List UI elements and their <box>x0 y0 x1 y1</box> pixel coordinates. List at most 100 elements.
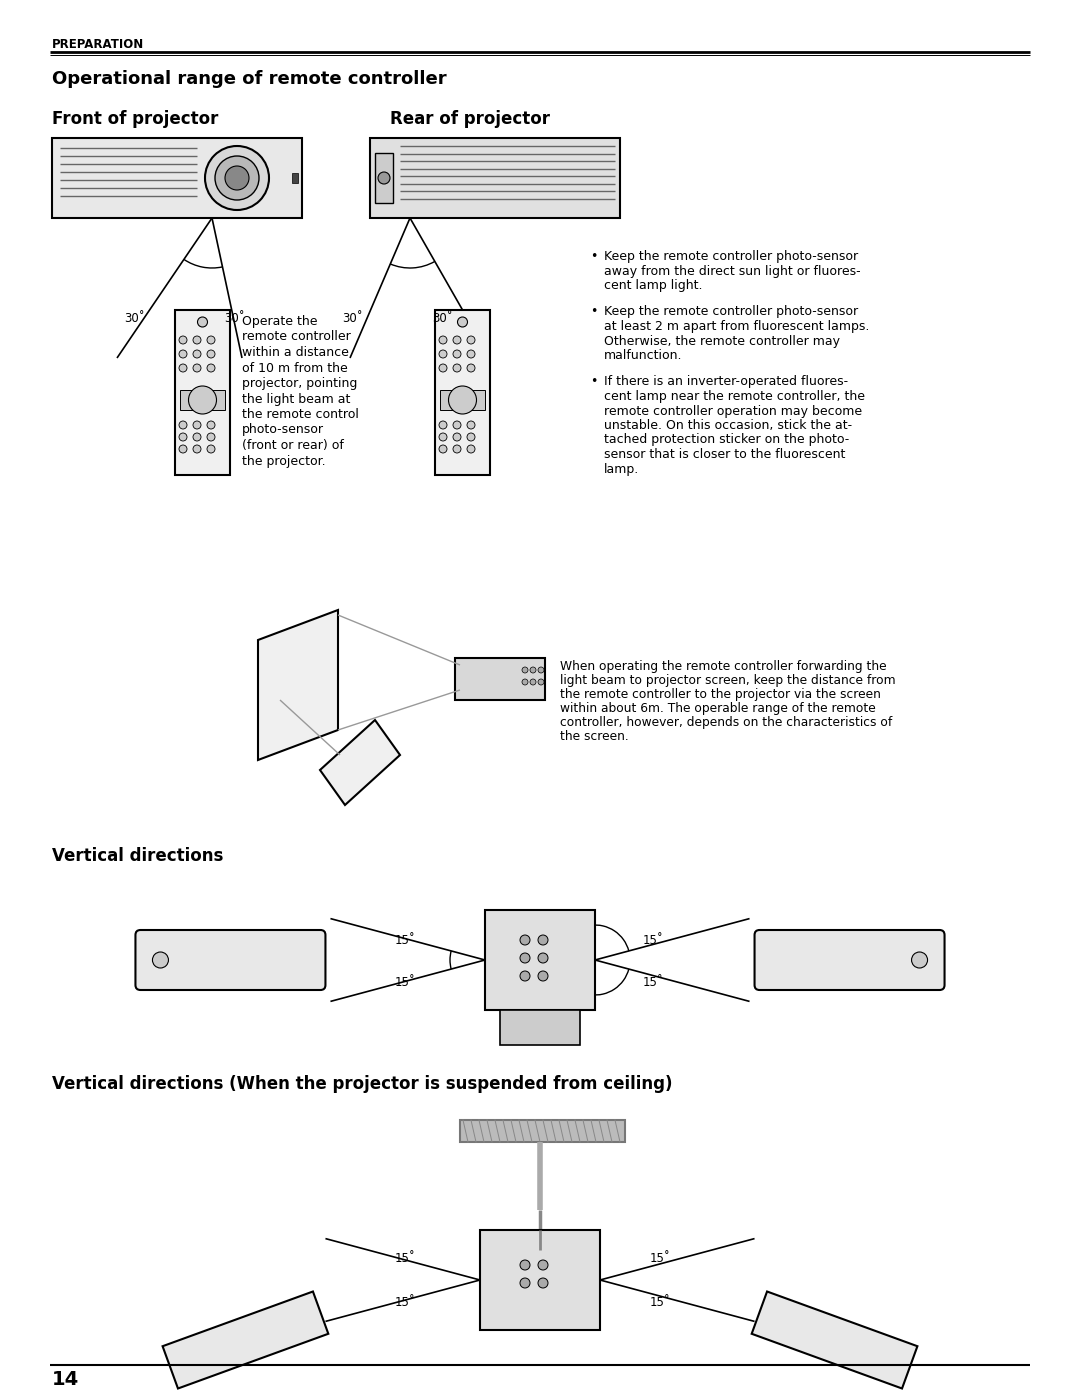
Text: (front or rear) of: (front or rear) of <box>242 439 343 453</box>
Circle shape <box>179 446 187 453</box>
Circle shape <box>193 446 201 453</box>
Circle shape <box>448 386 476 414</box>
Circle shape <box>193 433 201 441</box>
Circle shape <box>467 365 475 372</box>
FancyBboxPatch shape <box>755 930 945 990</box>
Circle shape <box>453 351 461 358</box>
Circle shape <box>193 351 201 358</box>
Text: Front of projector: Front of projector <box>52 110 218 129</box>
Text: the projector.: the projector. <box>242 454 326 468</box>
Circle shape <box>538 935 548 944</box>
Circle shape <box>207 433 215 441</box>
Circle shape <box>522 666 528 673</box>
Circle shape <box>522 679 528 685</box>
Circle shape <box>538 1278 548 1288</box>
Circle shape <box>538 953 548 963</box>
Text: 15˚: 15˚ <box>395 975 416 989</box>
Circle shape <box>530 666 536 673</box>
Bar <box>440 390 485 409</box>
Bar <box>480 1229 600 1330</box>
Text: Vertical directions (When the projector is suspended from ceiling): Vertical directions (When the projector … <box>52 1076 673 1092</box>
Text: •: • <box>590 376 597 388</box>
Text: light beam to projector screen, keep the distance from: light beam to projector screen, keep the… <box>561 673 895 687</box>
Circle shape <box>453 446 461 453</box>
Circle shape <box>453 337 461 344</box>
Circle shape <box>179 420 187 429</box>
Bar <box>485 909 595 1010</box>
Circle shape <box>467 446 475 453</box>
Text: Rear of projector: Rear of projector <box>390 110 550 129</box>
Text: 30˚: 30˚ <box>124 312 145 324</box>
Circle shape <box>193 365 201 372</box>
Circle shape <box>205 147 269 210</box>
Circle shape <box>453 420 461 429</box>
Text: 15˚: 15˚ <box>395 1295 416 1309</box>
Polygon shape <box>163 1291 328 1389</box>
Text: at least 2 m apart from fluorescent lamps.: at least 2 m apart from fluorescent lamp… <box>604 320 869 332</box>
Text: 15˚: 15˚ <box>643 933 664 947</box>
Circle shape <box>538 666 544 673</box>
Text: tached protection sticker on the photo-: tached protection sticker on the photo- <box>604 433 849 447</box>
Circle shape <box>453 433 461 441</box>
Text: remote controller operation may become: remote controller operation may become <box>604 405 862 418</box>
Circle shape <box>438 351 447 358</box>
Text: Keep the remote controller photo-sensor: Keep the remote controller photo-sensor <box>604 306 859 319</box>
Text: •: • <box>590 250 597 263</box>
Bar <box>375 154 393 203</box>
Polygon shape <box>752 1291 917 1389</box>
Circle shape <box>467 433 475 441</box>
Text: the screen.: the screen. <box>561 731 629 743</box>
Circle shape <box>207 351 215 358</box>
Circle shape <box>467 351 475 358</box>
Polygon shape <box>320 719 400 805</box>
Circle shape <box>198 317 207 327</box>
Text: Operational range of remote controller: Operational range of remote controller <box>52 70 447 88</box>
Bar <box>435 310 490 475</box>
Text: cent lamp near the remote controller, the: cent lamp near the remote controller, th… <box>604 390 865 402</box>
Circle shape <box>207 446 215 453</box>
Text: malfunction.: malfunction. <box>604 349 683 362</box>
Circle shape <box>538 1260 548 1270</box>
Text: Operate the: Operate the <box>242 314 318 328</box>
Circle shape <box>193 337 201 344</box>
Circle shape <box>458 317 468 327</box>
Text: 15˚: 15˚ <box>650 1252 671 1264</box>
Circle shape <box>207 337 215 344</box>
Text: of 10 m from the: of 10 m from the <box>242 362 348 374</box>
Circle shape <box>179 351 187 358</box>
Text: cent lamp light.: cent lamp light. <box>604 279 702 292</box>
Text: 30˚: 30˚ <box>342 312 363 324</box>
Text: sensor that is closer to the fluorescent: sensor that is closer to the fluorescent <box>604 448 846 461</box>
Circle shape <box>519 953 530 963</box>
Text: 30˚: 30˚ <box>224 312 245 324</box>
Bar <box>460 1120 625 1141</box>
Circle shape <box>519 935 530 944</box>
Text: projector, pointing: projector, pointing <box>242 377 357 390</box>
Circle shape <box>438 420 447 429</box>
Text: Otherwise, the remote controller may: Otherwise, the remote controller may <box>604 334 840 348</box>
Circle shape <box>179 433 187 441</box>
Text: controller, however, depends on the characteristics of: controller, however, depends on the char… <box>561 717 892 729</box>
Circle shape <box>538 971 548 981</box>
Circle shape <box>193 420 201 429</box>
Circle shape <box>207 365 215 372</box>
Text: 14: 14 <box>52 1370 79 1389</box>
Text: within about 6m. The operable range of the remote: within about 6m. The operable range of t… <box>561 703 876 715</box>
Text: Keep the remote controller photo-sensor: Keep the remote controller photo-sensor <box>604 250 859 263</box>
Text: within a distance: within a distance <box>242 346 349 359</box>
Circle shape <box>467 337 475 344</box>
Circle shape <box>378 172 390 184</box>
FancyBboxPatch shape <box>135 930 325 990</box>
Text: 15˚: 15˚ <box>395 1252 416 1264</box>
Text: lamp.: lamp. <box>604 462 639 475</box>
Bar <box>455 658 545 700</box>
Text: PREPARATION: PREPARATION <box>52 38 145 52</box>
Circle shape <box>453 365 461 372</box>
Circle shape <box>530 679 536 685</box>
Circle shape <box>438 446 447 453</box>
Circle shape <box>438 433 447 441</box>
Circle shape <box>189 386 216 414</box>
Text: 15˚: 15˚ <box>395 933 416 947</box>
Circle shape <box>519 1260 530 1270</box>
Circle shape <box>467 420 475 429</box>
